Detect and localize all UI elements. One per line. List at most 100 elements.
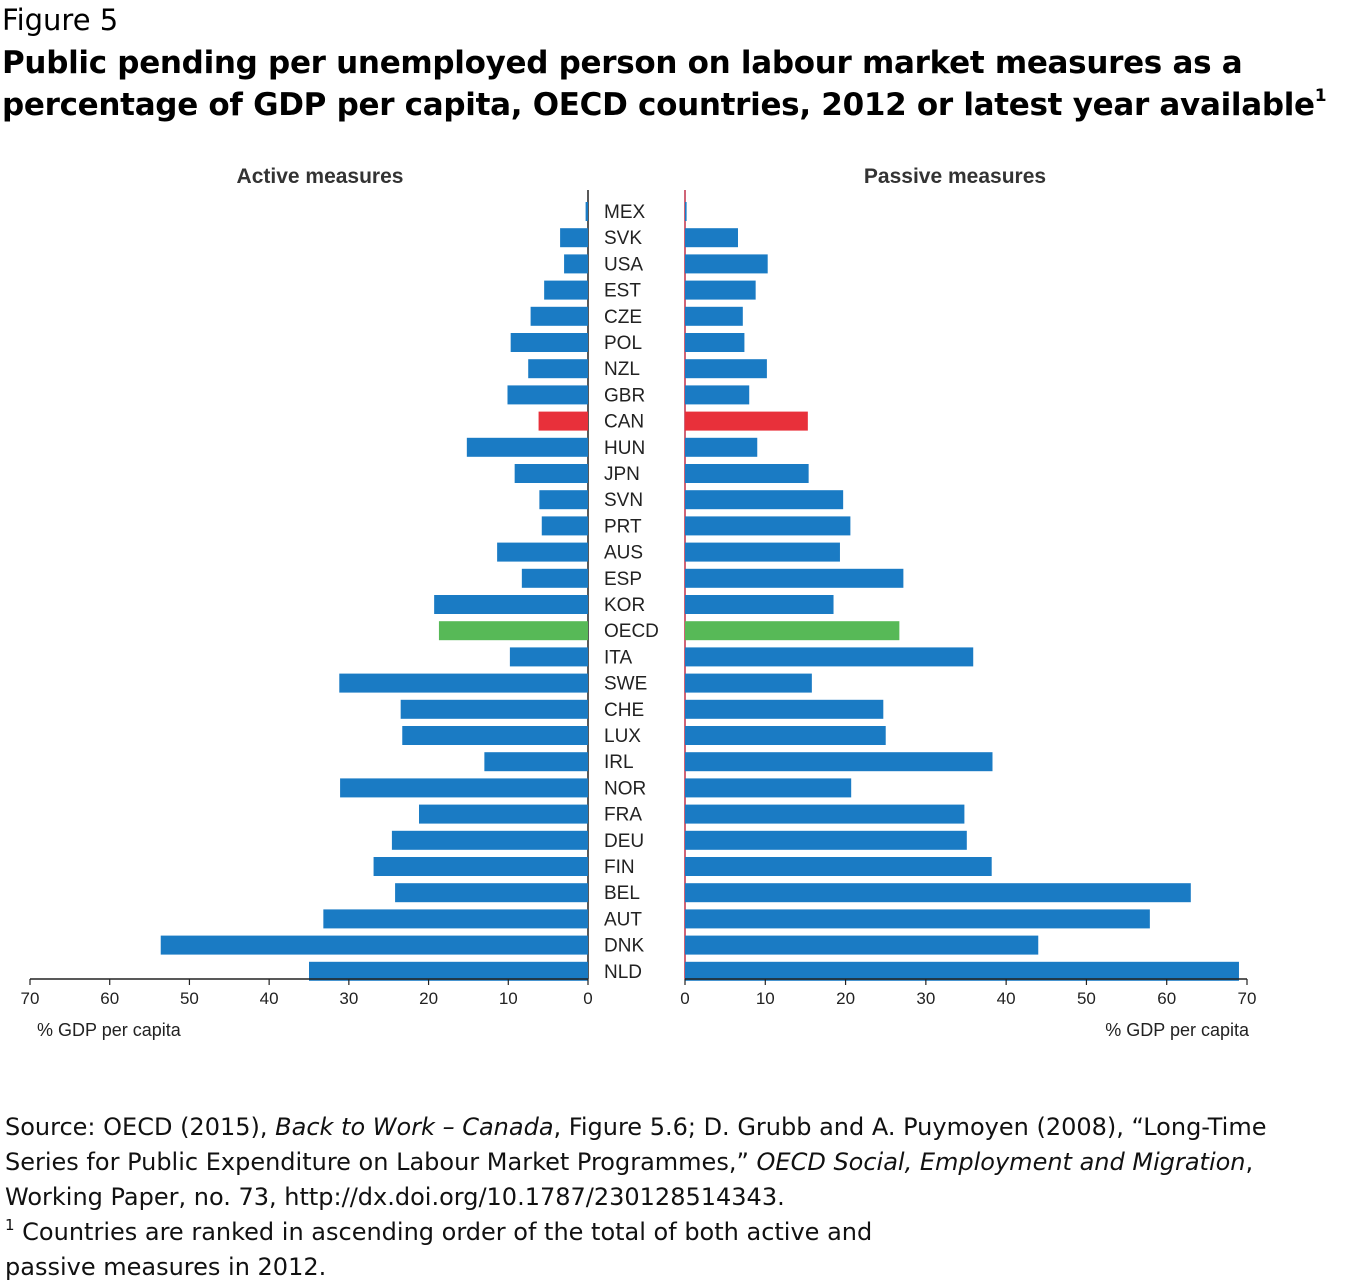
passive-x-tick-label: 30: [916, 989, 935, 1008]
category-label-deu: DEU: [604, 831, 644, 852]
source-note: Source: OECD (2015), Back to Work – Cana…: [5, 1110, 1345, 1215]
bar-active-cze: [530, 306, 588, 326]
category-label-aut: AUT: [604, 909, 642, 930]
bar-active-svn: [539, 490, 588, 510]
bar-passive-dnk: [685, 935, 1039, 955]
category-label-nor: NOR: [604, 778, 646, 799]
bar-passive-ita: [685, 647, 974, 667]
category-label-bel: BEL: [604, 883, 640, 904]
bar-passive-gbr: [685, 385, 750, 405]
bar-active-dnk: [160, 935, 588, 955]
passive-x-tick-label: 60: [1157, 989, 1176, 1008]
category-label-esp: ESP: [604, 569, 642, 590]
bar-passive-mex: [685, 202, 687, 221]
bar-passive-svn: [685, 490, 844, 510]
active-x-tick-label: 0: [583, 989, 592, 1008]
passive-x-tick-label: 50: [1077, 989, 1096, 1008]
active-x-tick-label: 30: [339, 989, 358, 1008]
category-label-prt: PRT: [604, 516, 642, 537]
bar-passive-jpn: [685, 464, 809, 483]
category-label-usa: USA: [604, 254, 643, 275]
passive-x-tick-label: 70: [1238, 989, 1257, 1008]
bar-active-aus: [497, 542, 588, 562]
category-label-oecd: OECD: [604, 621, 659, 642]
bar-passive-prt: [685, 516, 851, 536]
active-x-tick-label: 10: [499, 989, 518, 1008]
bar-active-swe: [339, 673, 588, 693]
bar-active-deu: [391, 830, 588, 850]
category-label-mex: MEX: [604, 202, 646, 223]
bar-active-aut: [323, 909, 588, 929]
category-label-dnk: DNK: [604, 936, 644, 957]
bar-passive-oecd: [685, 621, 900, 641]
bar-active-ita: [509, 647, 588, 667]
category-label-jpn: JPN: [604, 464, 640, 485]
bar-passive-deu: [685, 830, 967, 850]
bar-passive-cze: [685, 306, 743, 326]
bar-passive-fra: [685, 804, 965, 824]
bar-active-oecd: [438, 621, 588, 641]
bar-active-nzl: [528, 359, 588, 379]
active-x-tick-label: 50: [180, 989, 199, 1008]
source-suffix: , Working Paper, no. 73, http://dx.doi.o…: [5, 1148, 1254, 1211]
bar-active-nor: [340, 778, 588, 798]
chart-title-text: Public pending per unemployed person on …: [2, 45, 1315, 123]
bar-active-can: [538, 411, 588, 431]
category-label-irl: IRL: [604, 752, 634, 773]
category-label-kor: KOR: [604, 595, 645, 616]
bar-passive-est: [685, 280, 756, 300]
bar-passive-esp: [685, 568, 904, 588]
passive-x-tick-label: 0: [680, 989, 689, 1008]
passive-x-axis-title: % GDP per capita: [1105, 1020, 1250, 1040]
category-label-hun: HUN: [604, 438, 645, 459]
bar-active-gbr: [507, 385, 588, 405]
active-measures-panel: Active measures 0 10 20 30 40 50 60 70 % GDP per …: [21, 165, 593, 1040]
bar-active-fra: [419, 804, 588, 824]
category-label-nld: NLD: [604, 962, 642, 983]
bar-passive-bel: [685, 883, 1191, 903]
bar-passive-aus: [685, 542, 840, 562]
chart-title: Public pending per unemployed person on …: [2, 42, 1359, 126]
category-label-fra: FRA: [604, 805, 642, 826]
category-label-gbr: GBR: [604, 385, 645, 406]
passive-x-tick-label: 40: [997, 989, 1016, 1008]
active-x-tick-label: 70: [21, 989, 40, 1008]
category-label-fin: FIN: [604, 857, 635, 878]
passive-measures-panel: Passive measures 0 10 20 30 40 50 60 70 % GDP per…: [680, 165, 1256, 1040]
active-x-tick-label: 40: [260, 989, 279, 1008]
category-label-ita: ITA: [604, 647, 632, 668]
category-label-svk: SVK: [604, 228, 642, 249]
title-footnote-mark: 1: [1314, 86, 1327, 106]
figure-label: Figure 5: [2, 3, 119, 37]
source-mid: , Figure 5.6; D. Grubb and A. Puymoyen (…: [5, 1113, 1267, 1176]
category-label-est: EST: [604, 281, 641, 302]
bar-passive-hun: [685, 437, 758, 457]
bar-active-che: [400, 699, 588, 719]
category-label-aus: AUS: [604, 543, 643, 564]
passive-x-tick-label: 20: [836, 989, 855, 1008]
series-label-active: Active measures: [237, 165, 404, 188]
passive-x-tick-label: 10: [756, 989, 775, 1008]
footnote-text: Countries are ranked in ascending order …: [5, 1218, 873, 1281]
source-work-2: OECD Social, Employment and Migration: [756, 1148, 1246, 1176]
bar-passive-can: [685, 411, 808, 431]
source-work-1: Back to Work – Canada: [275, 1113, 554, 1141]
category-label-pol: POL: [604, 333, 642, 354]
footnote-mark: 1: [5, 1216, 15, 1234]
category-label-cze: CZE: [604, 307, 642, 328]
bar-passive-nzl: [685, 359, 767, 379]
bar-active-nld: [309, 961, 588, 981]
bar-passive-pol: [685, 333, 745, 352]
bar-passive-kor: [685, 595, 834, 614]
series-label-passive: Passive measures: [864, 165, 1046, 188]
bar-passive-che: [685, 699, 884, 719]
bar-active-est: [544, 280, 588, 300]
bar-active-kor: [434, 595, 588, 614]
country-labels: MEX SVK USA EST CZE POL NZL GBR CAN HUN JPN SVN PRT A…: [604, 202, 659, 983]
bar-passive-svk: [685, 228, 738, 248]
category-label-che: CHE: [604, 700, 644, 721]
bar-active-svk: [560, 228, 588, 248]
category-label-can: CAN: [604, 412, 644, 433]
source-prefix: Source: OECD (2015),: [5, 1113, 276, 1141]
bar-active-prt: [541, 516, 588, 536]
